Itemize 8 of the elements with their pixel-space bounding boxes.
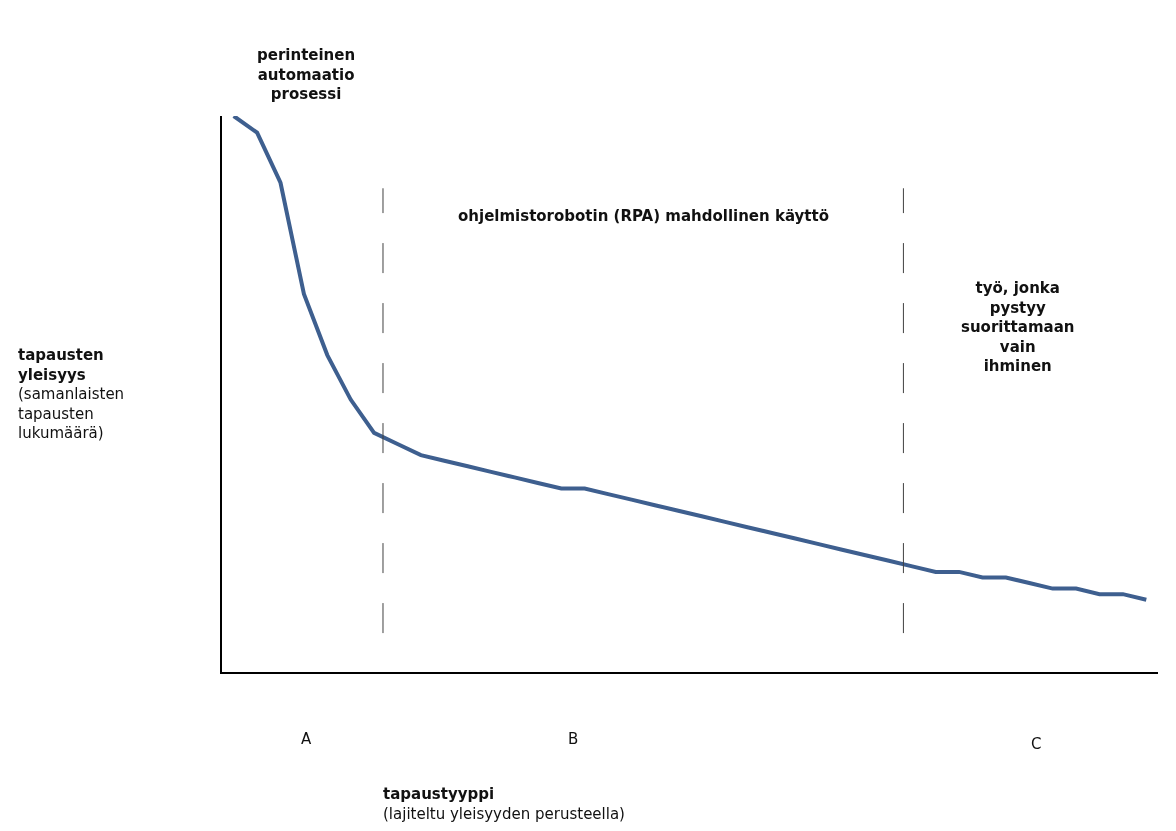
annotation: ohjelmistorobotin (RPA) mahdollinen käyttö [458, 207, 829, 225]
text: tapausten yleisyys (samanlaisten tapausten lukumäärä) [18, 346, 125, 442]
text: perinteinen automaatio prosessi [257, 46, 356, 103]
text: tapaustyyppi (lajiteltu yleisyyden perusteella) [383, 785, 625, 823]
text: C [1031, 735, 1042, 753]
annotation: työ, jonka pystyy suorittamaan vain ihminen [961, 279, 1075, 375]
text: B [568, 730, 579, 748]
text: A [301, 730, 312, 748]
